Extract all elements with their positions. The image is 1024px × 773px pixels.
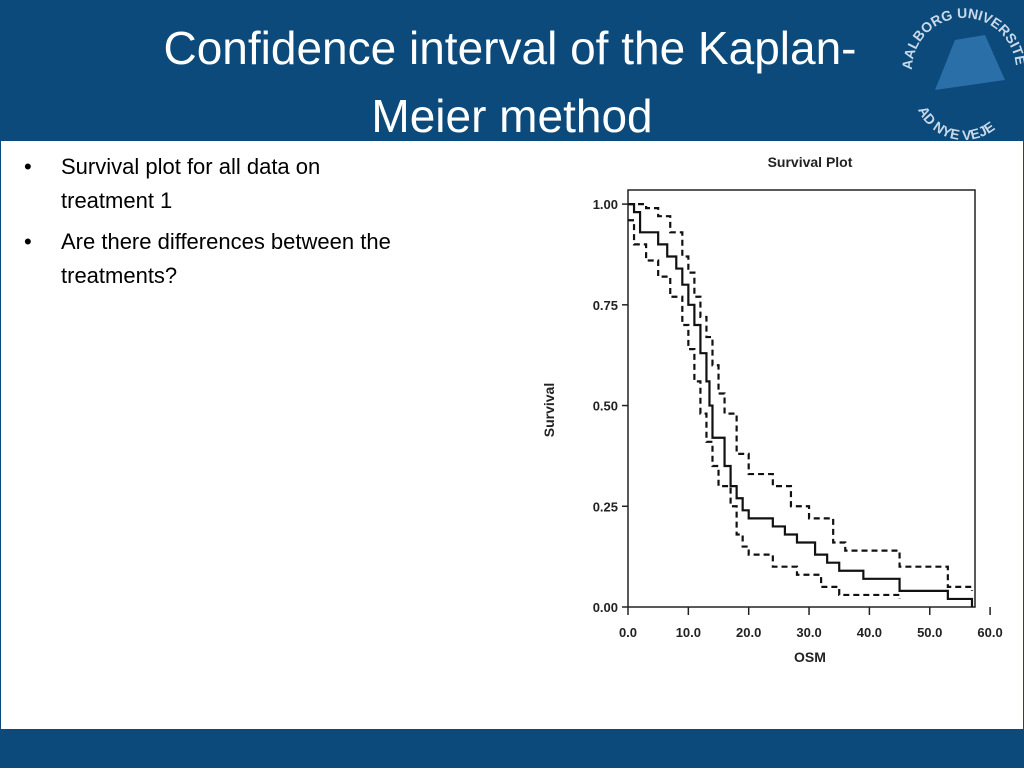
confidence-bound: [628, 219, 901, 599]
confidence-bound: [628, 203, 974, 591]
x-tick-label: 60.0: [977, 625, 1002, 640]
bullet-dot: •: [24, 229, 32, 254]
x-tick-label: 50.0: [917, 625, 942, 640]
logo-shape: [935, 35, 1005, 90]
y-tick-label: 0.25: [593, 499, 618, 514]
bullet-text: treatments?: [61, 263, 177, 288]
y-axis-label: Survival: [541, 383, 557, 437]
bullet-text: Survival plot for all data on: [61, 154, 320, 179]
x-tick-label: 20.0: [736, 625, 761, 640]
bullets: • Survival plot for all data on treatmen…: [24, 154, 391, 288]
footer-bar: [0, 730, 1024, 768]
x-tick-label: 30.0: [796, 625, 821, 640]
plot-frame: [627, 189, 976, 608]
x-tick-label: 0.0: [619, 625, 637, 640]
x-axis-label: OSM: [794, 649, 826, 665]
bullet-text: Are there differences between the: [61, 229, 391, 254]
x-tick-label: 40.0: [857, 625, 882, 640]
title-bar: [0, 0, 1024, 140]
bullet-dot: •: [24, 154, 32, 179]
y-tick-label: 0.00: [593, 600, 618, 615]
y-tick-label: 1.00: [593, 197, 618, 212]
y-tick-label: 0.50: [593, 399, 618, 414]
bullet-text: treatment 1: [61, 188, 172, 213]
x-tick-label: 10.0: [676, 625, 701, 640]
slide-title: Confidence interval of the Kaplan-: [164, 22, 857, 74]
survival-curve: [628, 203, 974, 607]
y-tick-label: 0.75: [593, 298, 618, 313]
chart-title: Survival Plot: [768, 154, 853, 170]
slide-title: Meier method: [371, 90, 652, 142]
plot: 0.00 0.25 0.50 0.75 1.00 0.0 10.0 20.0 30.0 40.0 5…: [593, 189, 1003, 640]
